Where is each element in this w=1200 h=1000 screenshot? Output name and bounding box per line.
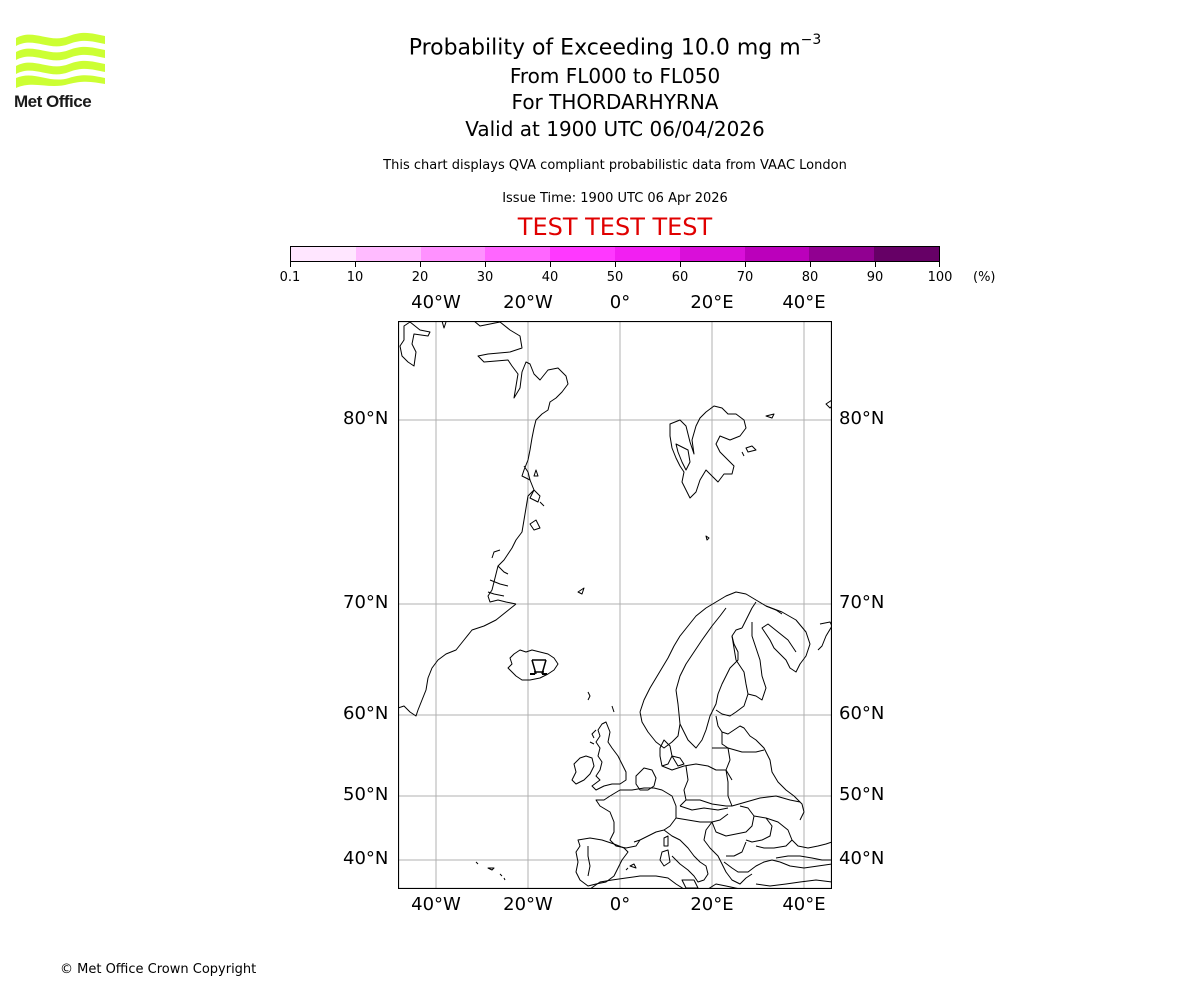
lon-label-bottom: 0°	[609, 894, 631, 915]
colorbar-tick-label: 60	[671, 270, 689, 285]
chart-description: This chart displays QVA compliant probab…	[383, 158, 847, 173]
lat-label-right: 70°N	[839, 592, 885, 613]
colorbar-segment	[550, 247, 615, 261]
colorbar-tick-label: 80	[801, 270, 819, 285]
colorbar-segment	[291, 247, 356, 261]
level-range: From FL000 to FL050	[509, 64, 721, 88]
lon-label-top: 20°E	[690, 292, 734, 313]
lon-label-bottom: 40°W	[411, 894, 461, 915]
colorbar-tick-label: 30	[476, 270, 494, 285]
colorbar-tick	[290, 262, 291, 267]
colorbar-tick	[485, 262, 486, 267]
colorbar-segment	[744, 247, 810, 261]
colorbar-tick	[550, 262, 551, 267]
colorbar-segment	[485, 247, 551, 261]
lon-label-top: 0°	[609, 292, 631, 313]
colorbar-tick-label: 90	[866, 270, 884, 285]
colorbar-tick	[875, 262, 876, 267]
colorbar-tick-label: 40	[541, 270, 559, 285]
graticule	[398, 321, 832, 889]
colorbar-tick-label: 70	[736, 270, 754, 285]
lon-label-bottom: 20°E	[690, 894, 734, 915]
met-office-logo: Met Office	[14, 30, 106, 112]
colorbar-tick-label: 20	[411, 270, 429, 285]
colorbar-tick	[810, 262, 811, 267]
issue-time: Issue Time: 1900 UTC 06 Apr 2026	[502, 191, 728, 206]
lon-label-bottom: 40°E	[782, 894, 826, 915]
title-superscript: −3	[800, 32, 822, 48]
copyright-notice: © Met Office Crown Copyright	[60, 962, 257, 977]
lat-label-right: 80°N	[839, 408, 885, 429]
lat-label-right: 40°N	[839, 848, 885, 869]
lat-label-left: 40°N	[343, 848, 389, 869]
colorbar-tick	[355, 262, 356, 267]
colorbar-tick	[680, 262, 681, 267]
lat-label-left: 80°N	[343, 408, 389, 429]
lat-label-right: 50°N	[839, 784, 885, 805]
logo-text: Met Office	[14, 92, 92, 111]
lat-label-left: 50°N	[343, 784, 389, 805]
coastlines	[398, 321, 832, 889]
chart-title: Probability of Exceeding 10.0 mg m−3	[0, 27, 1200, 63]
lat-label-right: 60°N	[839, 703, 885, 724]
volcano-name: For THORDARHYRNA	[511, 90, 719, 114]
test-banner: TEST TEST TEST	[517, 213, 713, 241]
lon-label-top: 20°W	[503, 292, 553, 313]
colorbar-tick	[615, 262, 616, 267]
colorbar-segment	[809, 247, 875, 261]
lat-label-left: 70°N	[343, 592, 389, 613]
met-office-wave-icon	[16, 32, 105, 88]
lat-label-left: 60°N	[343, 703, 389, 724]
colorbar-tick-label: 50	[606, 270, 624, 285]
valid-time: Valid at 1900 UTC 06/04/2026	[465, 117, 765, 141]
colorbar-tick	[939, 262, 940, 267]
colorbar-tick-label: 100	[927, 270, 953, 285]
colorbar-tick-label: 0.1	[279, 270, 301, 285]
title-main: Probability of Exceeding 10.0 mg m	[408, 35, 801, 61]
coastline-map	[397, 320, 833, 890]
colorbar-segment	[679, 247, 745, 261]
map-panel[interactable]	[397, 320, 833, 890]
lon-label-top: 40°W	[411, 292, 461, 313]
map-frame	[397, 320, 833, 890]
lon-label-bottom: 20°W	[503, 894, 553, 915]
colorbar-unit: (%)	[973, 270, 996, 285]
colorbar-tick	[420, 262, 421, 267]
lon-label-top: 40°E	[782, 292, 826, 313]
colorbar-tick	[745, 262, 746, 267]
colorbar-tick-label: 10	[346, 270, 364, 285]
colorbar-segment	[614, 247, 680, 261]
probability-colorbar	[290, 246, 940, 262]
colorbar-segment	[874, 247, 939, 261]
colorbar-segment	[355, 247, 421, 261]
colorbar-segment	[420, 247, 486, 261]
